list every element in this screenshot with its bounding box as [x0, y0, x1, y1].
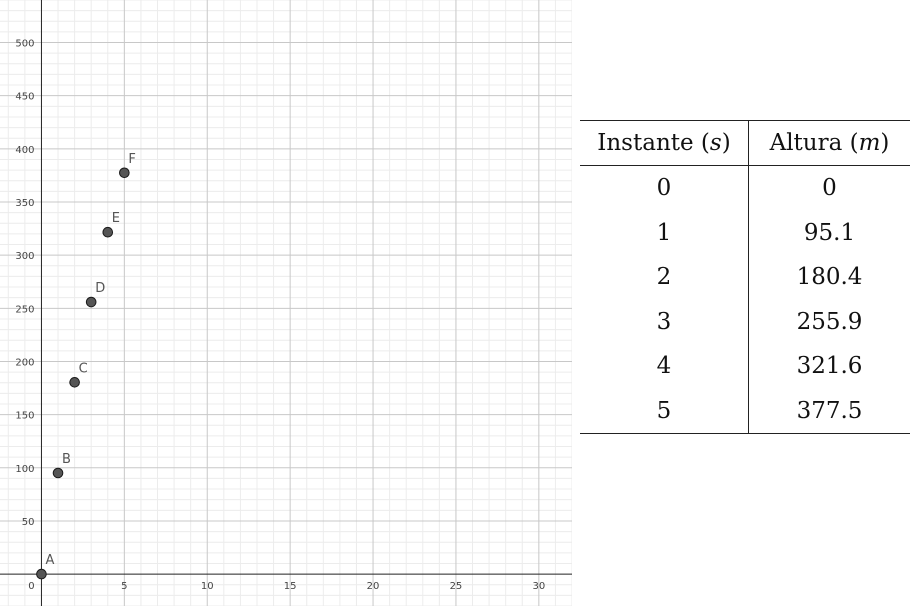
- y-tick-label: 300: [15, 251, 34, 262]
- major-grid: [0, 0, 572, 606]
- table-row: 4 321.6: [580, 344, 910, 389]
- table-row: 1 95.1: [580, 210, 910, 255]
- cell-time: 3: [580, 299, 749, 344]
- cell-time: 5: [580, 388, 749, 434]
- cell-time: 0: [580, 165, 749, 211]
- scatter-plot: 0 5 10 15 20 25 30 50 100 150 200 250 300 350 400 450 50…: [0, 0, 572, 606]
- table-row: 5 377.5: [580, 388, 910, 434]
- x-tick-label: 30: [532, 581, 545, 592]
- y-tick-label: 200: [15, 357, 34, 368]
- y-tick-label: 250: [15, 304, 34, 315]
- header-height-unit: m: [858, 130, 881, 156]
- cell-height: 377.5: [748, 388, 910, 434]
- x-tick-label: 0: [28, 581, 34, 592]
- header-time-label: Instante: [597, 130, 694, 156]
- x-tick-label: 20: [367, 581, 380, 592]
- header-time: Instante (s): [580, 120, 749, 166]
- cell-time: 1: [580, 210, 749, 255]
- cell-height: 180.4: [796, 264, 863, 291]
- data-point: [102, 226, 114, 238]
- y-tick-label: 50: [22, 517, 35, 528]
- x-tick-label: 15: [284, 581, 297, 592]
- y-tick-label: 100: [15, 464, 34, 475]
- point-label: B: [62, 452, 71, 467]
- y-tick-label: 450: [15, 92, 34, 103]
- point-label: D: [95, 281, 105, 296]
- y-tick-label: 350: [15, 198, 34, 209]
- point-label: A: [45, 553, 54, 568]
- table-header-row: Instante (s) Altura (m): [580, 120, 910, 166]
- table-row: 2 180.4: [580, 255, 910, 300]
- cell-time: 4: [580, 344, 749, 389]
- header-time-unit: s: [709, 130, 722, 156]
- cell-height: 0: [822, 175, 837, 202]
- y-tick-label: 150: [15, 411, 34, 422]
- y-tick-label: 400: [15, 145, 34, 156]
- header-height: Altura (m): [748, 120, 910, 166]
- data-points: A B C D E F: [36, 152, 136, 580]
- cell-height: 95.1: [803, 219, 856, 246]
- data-point: [119, 167, 130, 179]
- tick-labels: 0 5 10 15 20 25 30 50 100 150 200 250 300 350 400 450 50…: [15, 39, 545, 593]
- data-point: [36, 568, 47, 580]
- minor-grid: [0, 0, 572, 606]
- data-point: [69, 377, 80, 388]
- header-height-label: Altura: [769, 130, 843, 156]
- x-tick-label: 5: [121, 581, 127, 592]
- point-label: C: [79, 361, 88, 376]
- table-row: 3 255.9: [580, 299, 910, 344]
- x-tick-label: 25: [450, 581, 463, 592]
- data-point: [52, 467, 64, 479]
- cell-height: 321.6: [796, 353, 863, 380]
- cell-time: 2: [580, 255, 749, 300]
- data-point: [85, 296, 97, 308]
- x-tick-label: 10: [201, 581, 214, 592]
- point-label: F: [128, 152, 135, 167]
- axes: [0, 0, 572, 606]
- y-tick-label: 500: [15, 39, 34, 50]
- cell-height: 255.9: [796, 308, 863, 335]
- point-label: E: [112, 211, 120, 226]
